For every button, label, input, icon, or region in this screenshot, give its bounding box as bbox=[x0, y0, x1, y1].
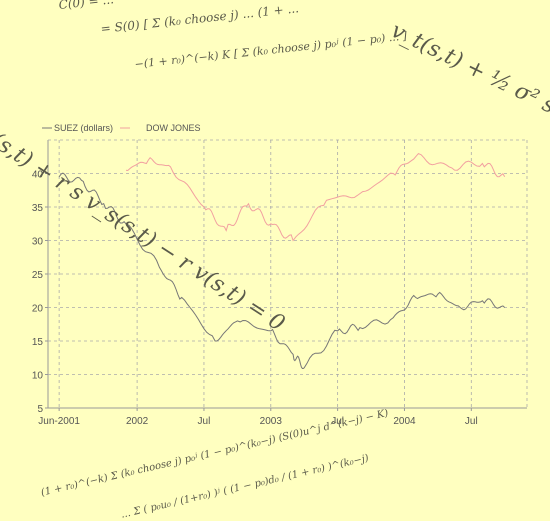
x-tick-label: 2004 bbox=[393, 416, 416, 427]
series-line-suez bbox=[58, 172, 506, 369]
y-tick-label: 25 bbox=[32, 270, 44, 281]
series-line-dow-jones bbox=[125, 152, 506, 242]
x-tick-label: 2003 bbox=[260, 416, 283, 427]
x-tick-label: Jul bbox=[465, 416, 478, 427]
y-tick-label: 40 bbox=[32, 170, 44, 181]
y-tick-label: 20 bbox=[32, 304, 44, 315]
legend-label-dow-jones: DOW JONES bbox=[146, 123, 201, 133]
x-tick-label: 2002 bbox=[126, 416, 149, 427]
y-tick-label: 10 bbox=[32, 371, 44, 382]
y-tick-label: 35 bbox=[32, 203, 44, 214]
y-tick-label: 15 bbox=[32, 337, 44, 348]
x-tick-label: Jun-2001 bbox=[38, 416, 80, 427]
x-tick-label: Jul bbox=[198, 416, 211, 427]
legend-label-suez: SUEZ (dollars) bbox=[54, 123, 113, 133]
y-tick-label: 30 bbox=[32, 237, 44, 248]
y-tick-label: 5 bbox=[37, 404, 43, 415]
x-tick-label: Jul bbox=[331, 416, 344, 427]
